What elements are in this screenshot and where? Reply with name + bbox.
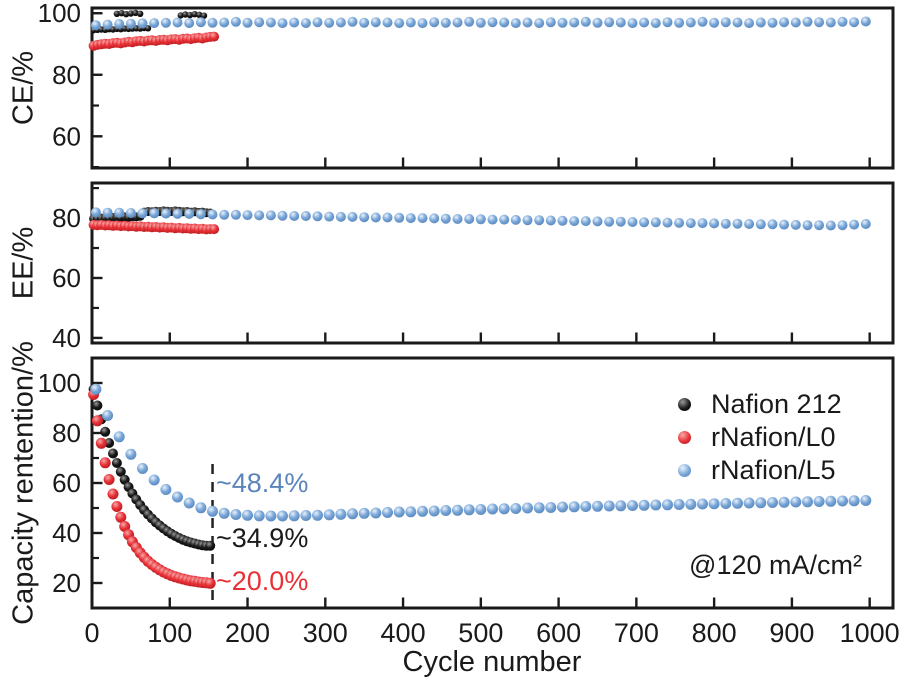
panel-0: 60 80 100	[38, 0, 895, 170]
y-tick-label: 40	[52, 323, 81, 353]
series-rnafion-l5	[90, 383, 872, 522]
x-tick-label: 900	[769, 618, 814, 648]
y-tick-label: 80	[52, 60, 81, 90]
series-nafion-212	[88, 384, 216, 551]
legend: Nafion 212 rNafion/L0 rNafion/L5	[660, 388, 842, 487]
x-axis-ticks-panel-0	[90, 157, 871, 167]
x-tick-label: 0	[84, 618, 99, 648]
legend-marker-black-icon	[678, 398, 691, 411]
x-tick-label: 500	[458, 618, 503, 648]
y-axis-ticks-panel-2: 20 40 60 80 100	[38, 368, 103, 598]
x-axis-title: Cycle number	[402, 646, 582, 678]
y-axis-ticks-panel-0: 60 80 100	[38, 0, 103, 169]
ce-axis-title: CE/%	[7, 50, 40, 126]
x-tick-label: 600	[536, 618, 581, 648]
x-tick-label: 400	[381, 618, 426, 648]
capacity-axis-title: Capacity rentention/%	[7, 341, 40, 625]
retention-annotation-blue: ~48.4%	[216, 468, 309, 498]
y-tick-label: 20	[52, 568, 81, 598]
y-axis-ticks-panel-1: 40 60 80	[52, 186, 103, 353]
series-rnafion-l5	[90, 207, 871, 231]
legend-item-nafion-212: Nafion 212	[660, 388, 842, 421]
x-axis-ticks-panel-2: 0 100 200 300 400 500 600 700 800 900 1000	[84, 597, 900, 648]
x-tick-label: 800	[692, 618, 737, 648]
legend-label-nafion-212: Nafion 212	[711, 389, 842, 419]
series-rnafion-l0	[88, 31, 220, 51]
x-tick-label: 700	[614, 618, 659, 648]
y-tick-label: 40	[52, 518, 81, 548]
ee-axis-title: EE/%	[7, 226, 40, 300]
legend-item-rnafion-l0: rNafion/L0	[660, 421, 842, 454]
x-tick-label: 1000	[840, 618, 900, 648]
y-tick-label: 80	[52, 203, 81, 233]
retention-annotation-red: ~20.0%	[216, 566, 309, 596]
x-axis-ticks-panel-1	[90, 332, 871, 342]
x-tick-label: 300	[303, 618, 348, 648]
y-tick-label: 100	[38, 368, 81, 398]
legend-marker-red-icon	[678, 431, 691, 444]
legend-label-rnafion-l0: rNafion/L0	[711, 422, 836, 452]
series-rnafion-l0	[88, 219, 220, 235]
y-tick-label: 100	[38, 0, 81, 28]
series-rnafion-l0	[88, 389, 216, 589]
panel-1: 40 60 80	[52, 181, 895, 353]
retention-annotation-black: ~34.9%	[216, 523, 309, 553]
legend-label-rnafion-l5: rNafion/L5	[711, 455, 836, 485]
y-tick-label: 80	[52, 418, 81, 448]
current-density-annotation: @120 mA/cm²	[689, 550, 862, 580]
x-tick-label: 100	[147, 618, 192, 648]
y-tick-label: 60	[52, 468, 81, 498]
legend-marker-blue-icon	[678, 464, 691, 477]
y-tick-label: 60	[52, 263, 81, 293]
x-tick-label: 200	[225, 618, 270, 648]
legend-item-rnafion-l5: rNafion/L5	[660, 454, 842, 487]
series-rnafion-l5	[90, 16, 871, 31]
y-tick-label: 60	[52, 121, 81, 151]
